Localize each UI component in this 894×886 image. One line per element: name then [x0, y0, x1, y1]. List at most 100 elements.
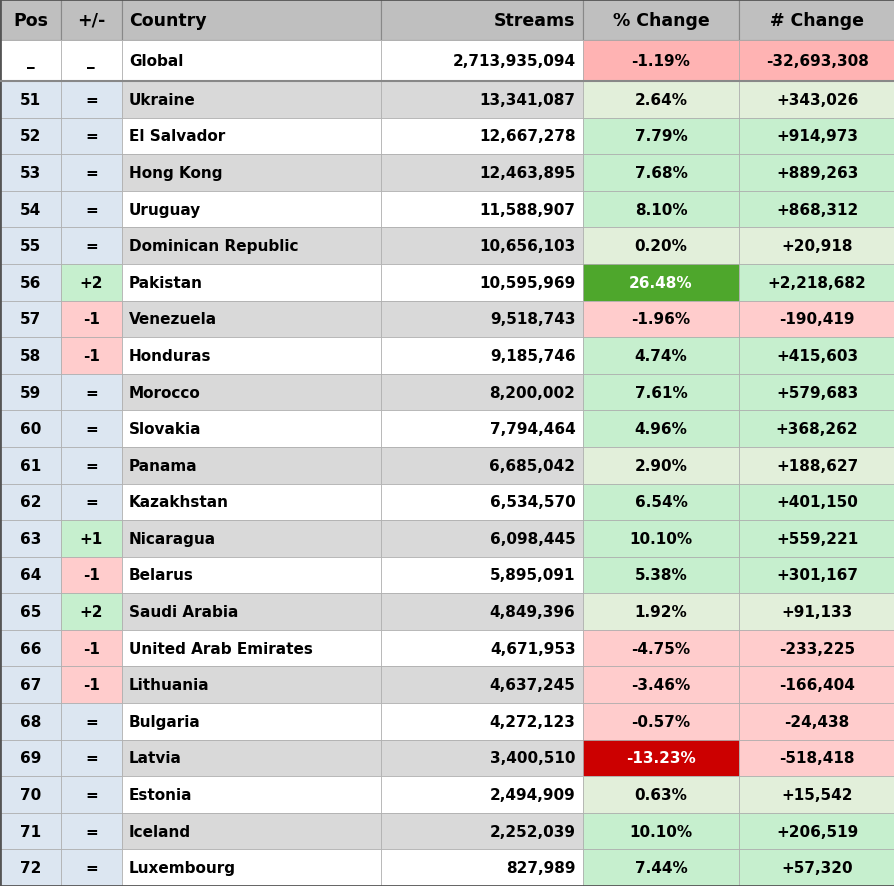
- Bar: [381, 594, 582, 630]
- Text: +2: +2: [80, 604, 103, 619]
- Text: =: =: [85, 714, 97, 729]
- Text: 2.90%: 2.90%: [634, 458, 687, 473]
- Bar: [122, 265, 381, 301]
- Bar: [381, 191, 582, 228]
- Text: 64: 64: [20, 568, 41, 583]
- Text: 10,595,969: 10,595,969: [478, 276, 575, 291]
- Text: 53: 53: [20, 166, 41, 181]
- Bar: [582, 411, 738, 447]
- Bar: [582, 850, 738, 886]
- Bar: [738, 557, 894, 594]
- Text: 5.38%: 5.38%: [634, 568, 687, 583]
- Text: Saudi Arabia: Saudi Arabia: [129, 604, 238, 619]
- Text: =: =: [85, 750, 97, 766]
- Text: 9,185,746: 9,185,746: [489, 348, 575, 363]
- Bar: [582, 812, 738, 850]
- Text: 0.63%: 0.63%: [634, 787, 687, 802]
- Text: 4,849,396: 4,849,396: [489, 604, 575, 619]
- Bar: [381, 630, 582, 666]
- Text: Ukraine: Ukraine: [129, 93, 196, 108]
- Bar: [738, 411, 894, 447]
- Bar: [582, 703, 738, 740]
- Text: Iceland: Iceland: [129, 824, 190, 839]
- Bar: [582, 594, 738, 630]
- Bar: [122, 447, 381, 484]
- Text: 4.74%: 4.74%: [634, 348, 687, 363]
- Text: +343,026: +343,026: [775, 93, 857, 108]
- Text: Morocco: Morocco: [129, 385, 200, 400]
- Text: 68: 68: [20, 714, 41, 729]
- Bar: [738, 228, 894, 265]
- Text: # Change: # Change: [769, 12, 864, 29]
- Bar: [381, 411, 582, 447]
- Text: -190,419: -190,419: [779, 312, 854, 327]
- Bar: [61, 374, 122, 411]
- Bar: [61, 740, 122, 776]
- Bar: [61, 82, 122, 119]
- Text: 56: 56: [20, 276, 41, 291]
- Bar: [122, 155, 381, 191]
- Text: Kazakhstan: Kazakhstan: [129, 494, 229, 509]
- Bar: [61, 484, 122, 520]
- Bar: [61, 776, 122, 812]
- Bar: [122, 191, 381, 228]
- Text: +2,218,682: +2,218,682: [767, 276, 865, 291]
- Bar: [738, 301, 894, 338]
- Bar: [61, 666, 122, 703]
- Bar: [122, 740, 381, 776]
- Text: 1.92%: 1.92%: [634, 604, 687, 619]
- Bar: [738, 82, 894, 119]
- Bar: [381, 484, 582, 520]
- Bar: [0, 411, 61, 447]
- Text: Nicaragua: Nicaragua: [129, 532, 215, 547]
- Bar: [0, 338, 61, 374]
- Text: Estonia: Estonia: [129, 787, 192, 802]
- Text: 63: 63: [20, 532, 41, 547]
- Text: Pos: Pos: [13, 12, 48, 29]
- Bar: [61, 338, 122, 374]
- Text: 6.54%: 6.54%: [634, 494, 687, 509]
- Bar: [0, 666, 61, 703]
- Text: =: =: [85, 422, 97, 437]
- Text: 4,671,953: 4,671,953: [489, 641, 575, 656]
- Bar: [738, 850, 894, 886]
- Bar: [381, 0, 582, 41]
- Bar: [738, 812, 894, 850]
- Text: 12,667,278: 12,667,278: [478, 129, 575, 144]
- Text: +20,918: +20,918: [780, 239, 852, 254]
- Bar: [0, 850, 61, 886]
- Bar: [61, 557, 122, 594]
- Text: +91,133: +91,133: [780, 604, 852, 619]
- Bar: [0, 191, 61, 228]
- Text: 71: 71: [20, 824, 41, 839]
- Bar: [0, 776, 61, 812]
- Bar: [61, 703, 122, 740]
- Text: 11,588,907: 11,588,907: [479, 202, 575, 217]
- Bar: [738, 155, 894, 191]
- Text: +368,262: +368,262: [775, 422, 857, 437]
- Bar: [381, 265, 582, 301]
- Bar: [122, 0, 381, 41]
- Text: 0.20%: 0.20%: [634, 239, 687, 254]
- Bar: [582, 557, 738, 594]
- Text: 8,200,002: 8,200,002: [489, 385, 575, 400]
- Text: =: =: [85, 202, 97, 217]
- Text: 52: 52: [20, 129, 41, 144]
- Bar: [0, 41, 61, 82]
- Bar: [61, 119, 122, 155]
- Bar: [0, 740, 61, 776]
- Bar: [122, 374, 381, 411]
- Text: Country: Country: [129, 12, 207, 29]
- Bar: [122, 630, 381, 666]
- Bar: [122, 411, 381, 447]
- Bar: [122, 850, 381, 886]
- Bar: [122, 484, 381, 520]
- Bar: [0, 703, 61, 740]
- Text: Panama: Panama: [129, 458, 198, 473]
- Bar: [582, 666, 738, 703]
- Bar: [738, 666, 894, 703]
- Text: 2,494,909: 2,494,909: [489, 787, 575, 802]
- Text: 2.64%: 2.64%: [634, 93, 687, 108]
- Bar: [61, 594, 122, 630]
- Bar: [122, 703, 381, 740]
